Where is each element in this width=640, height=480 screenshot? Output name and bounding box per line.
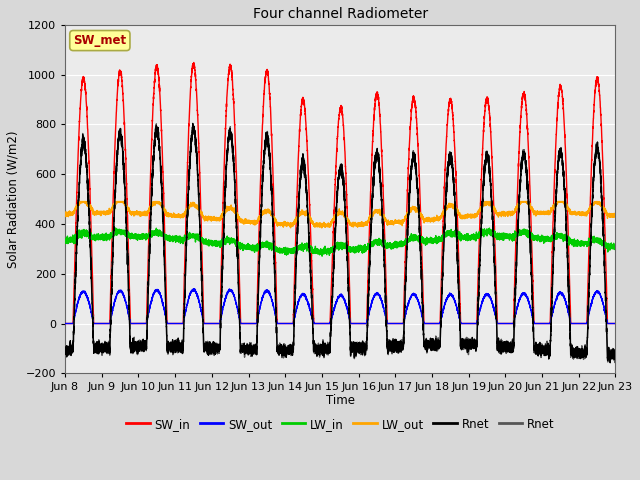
Bar (65, 224, 616, 274)
Bar (65, 174, 616, 224)
Bar (65, 324, 616, 373)
X-axis label: Time: Time (326, 394, 355, 407)
Title: Four channel Radiometer: Four channel Radiometer (253, 7, 428, 21)
Legend: SW_in, SW_out, LW_in, LW_out, Rnet, Rnet: SW_in, SW_out, LW_in, LW_out, Rnet, Rnet (122, 413, 559, 435)
Bar (65, 75, 616, 124)
Bar (65, 274, 616, 324)
Bar (65, 124, 616, 174)
Text: SW_met: SW_met (74, 34, 127, 47)
Bar (65, 25, 616, 75)
Y-axis label: Solar Radiation (W/m2): Solar Radiation (W/m2) (7, 131, 20, 268)
